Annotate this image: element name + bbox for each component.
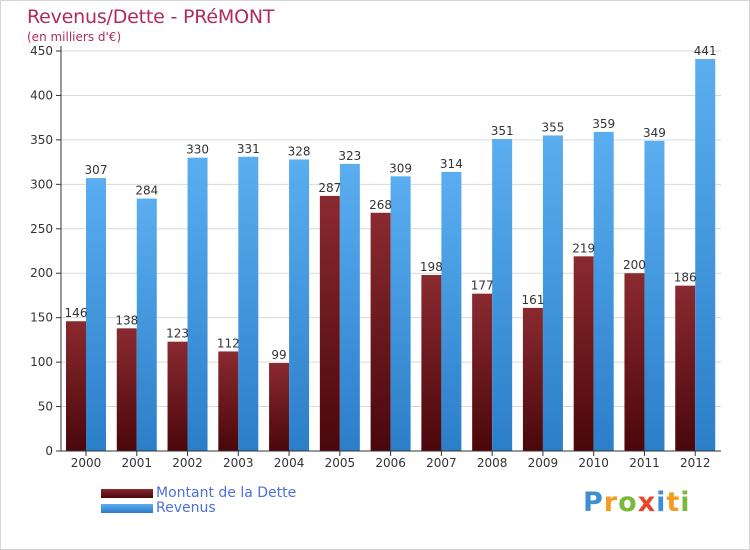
bar-dette	[675, 285, 696, 451]
bar-dette	[66, 321, 86, 451]
logo-letter: t	[666, 487, 681, 518]
y-tick-label: 250	[30, 222, 53, 236]
bar-revenus	[593, 131, 614, 451]
y-tick-label: 450	[30, 44, 53, 58]
x-tick-label: 2004	[274, 456, 305, 470]
bar-revenus	[644, 140, 665, 451]
y-tick-label: 350	[30, 133, 53, 147]
logo-letter: o	[618, 487, 638, 518]
logo-letter: r	[603, 487, 619, 518]
bar-revenus	[238, 156, 259, 451]
legend-swatch-dette	[101, 489, 153, 498]
bar-revenus	[289, 159, 310, 451]
proxiti-logo: Proxiti	[583, 487, 691, 518]
bar-revenus	[187, 157, 208, 451]
y-tick-label: 300	[30, 177, 53, 191]
data-label-revenus: 351	[491, 124, 514, 138]
data-label-dette: 146	[65, 306, 88, 320]
y-tick-label: 100	[30, 355, 53, 369]
bar-revenus	[339, 163, 360, 451]
logo-letter: x	[637, 487, 657, 518]
data-label-revenus: 355	[541, 120, 564, 134]
bar-dette	[522, 307, 543, 451]
data-label-dette: 186	[674, 271, 697, 285]
data-label-revenus: 330	[186, 143, 209, 157]
bar-revenus	[390, 176, 411, 452]
bar-dette	[167, 341, 188, 451]
bar-dette	[573, 256, 594, 451]
bar-dette	[319, 195, 340, 451]
data-label-dette: 177	[471, 279, 494, 293]
data-label-revenus: 323	[338, 149, 361, 163]
x-tick-label: 2006	[375, 456, 406, 470]
y-tick-label: 0	[45, 444, 53, 458]
x-tick-label: 2009	[528, 456, 559, 470]
bar-dette	[269, 363, 290, 451]
x-tick-label: 2000	[71, 456, 102, 470]
data-label-dette: 99	[271, 348, 286, 362]
logo-letter: i	[656, 487, 667, 518]
data-label-revenus: 314	[440, 157, 463, 171]
bar-dette	[624, 273, 645, 451]
data-label-dette: 138	[115, 313, 138, 327]
legend-label-revenus: Revenus	[156, 500, 216, 516]
data-label-dette: 200	[623, 258, 646, 272]
y-tick-label: 200	[30, 266, 53, 280]
legend-swatch-revenus	[101, 504, 153, 513]
x-tick-label: 2002	[172, 456, 203, 470]
x-tick-label: 2011	[629, 456, 660, 470]
legend-label-dette: Montant de la Dette	[156, 485, 297, 501]
bar-revenus	[86, 178, 106, 451]
data-label-dette: 198	[420, 260, 443, 274]
data-label-dette: 287	[318, 181, 341, 195]
y-tick-label: 150	[30, 311, 53, 325]
bar-dette	[218, 351, 239, 451]
x-tick-label: 2005	[325, 456, 356, 470]
bar-dette	[421, 275, 442, 451]
data-label-revenus: 309	[389, 161, 412, 175]
data-label-revenus: 284	[135, 184, 158, 198]
data-label-dette: 268	[369, 198, 392, 212]
data-label-revenus: 359	[592, 117, 615, 131]
bar-dette	[116, 328, 137, 451]
data-label-dette: 161	[521, 293, 544, 307]
chart-subtitle: (en milliers d'€)	[27, 30, 122, 44]
data-label-revenus: 307	[85, 163, 108, 177]
bar-revenus	[492, 139, 513, 451]
x-tick-label: 2003	[223, 456, 254, 470]
x-tick-label: 2001	[121, 456, 152, 470]
data-label-dette: 112	[217, 336, 240, 350]
x-tick-label: 2012	[680, 456, 711, 470]
bar-dette	[472, 293, 493, 451]
y-tick-label: 50	[38, 400, 53, 414]
data-label-revenus: 349	[643, 126, 666, 140]
data-label-revenus: 328	[288, 144, 311, 158]
x-tick-label: 2007	[426, 456, 457, 470]
logo-letter: i	[680, 487, 691, 518]
y-tick-label: 400	[30, 88, 53, 102]
data-label-dette: 123	[166, 327, 189, 341]
bar-revenus	[441, 171, 462, 451]
x-tick-label: 2008	[477, 456, 508, 470]
data-label-revenus: 441	[694, 44, 717, 58]
bar-revenus	[542, 135, 563, 451]
logo-letter: P	[583, 487, 604, 518]
bar-revenus	[695, 59, 716, 451]
x-tick-label: 2010	[578, 456, 609, 470]
bar-dette	[370, 212, 391, 451]
bar-revenus	[136, 198, 157, 451]
data-label-dette: 219	[572, 241, 595, 255]
chart-title: Revenus/Dette - PRéMONT	[27, 6, 275, 28]
data-label-revenus: 331	[237, 142, 260, 156]
